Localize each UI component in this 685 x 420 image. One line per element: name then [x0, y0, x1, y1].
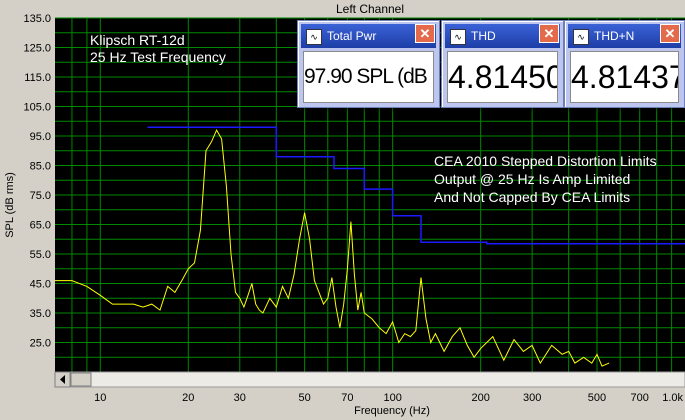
annotation-line: 25 Hz Test Frequency — [90, 49, 226, 65]
y-tick-label: 125.0 — [23, 43, 51, 55]
x-tick-label: 700 — [631, 392, 649, 404]
y-tick-label: 45.0 — [30, 279, 51, 291]
y-tick-label: 135.0 — [23, 13, 51, 25]
scrollbar[interactable] — [54, 371, 685, 388]
annotation-line: Klipsch RT-12d — [90, 32, 185, 48]
close-button[interactable]: ✕ — [539, 24, 559, 43]
x-tick-label: 500 — [588, 392, 606, 404]
y-tick-label: 25.0 — [30, 338, 51, 350]
cea-limit-line — [147, 126, 685, 245]
annotation-right: CEA 2010 Stepped Distortion Limits Output… — [434, 153, 657, 205]
x-tick-label: 20 — [182, 392, 194, 404]
scroll-thumb[interactable] — [70, 372, 92, 387]
annotation-line: And Not Capped By CEA Limits — [434, 189, 630, 205]
x-tick-label: 300 — [523, 392, 541, 404]
close-button[interactable]: ✕ — [415, 24, 435, 43]
y-tick-label: 95.0 — [30, 131, 51, 143]
x-tick-label: 50 — [299, 392, 311, 404]
y-tick-label: 75.0 — [30, 190, 51, 202]
y-tick-label: 55.0 — [30, 249, 51, 261]
annotation-line: CEA 2010 Stepped Distortion Limits — [434, 153, 657, 169]
meter-title: THD+N — [594, 29, 635, 43]
x-tick-label: 10 — [94, 392, 106, 404]
thd-n-meter[interactable]: ∿ THD+N ✕ 4.81437 % — [564, 20, 685, 108]
window-title: Left Channel — [336, 2, 404, 16]
total-power-meter[interactable]: ∿ Total Pwr ✕ 97.90 SPL (dB rms) — [297, 20, 440, 108]
x-tick-label: 1.0k — [662, 392, 683, 404]
y-tick-label: 105.0 — [23, 102, 51, 114]
meter-value: 4.81450 % — [447, 51, 558, 103]
meter-titlebar[interactable]: ∿ Total Pwr — [301, 24, 436, 48]
meter-title: Total Pwr — [327, 29, 377, 43]
x-tick-labels: 10 20 30 50 70 100 200 300 500 700 1.0k — [94, 392, 683, 404]
y-tick-labels: 135.0 125.0 115.0 105.0 95.0 85.0 75.0 65.0 55.0… — [23, 13, 51, 350]
y-tick-label: 115.0 — [24, 72, 51, 84]
meter-value: 97.90 SPL (dB rms) — [303, 51, 434, 103]
thd-meter[interactable]: ∿ THD ✕ 4.81450 % — [441, 20, 564, 108]
x-axis-label: Frequency (Hz) — [354, 405, 430, 417]
close-button[interactable]: ✕ — [660, 24, 680, 43]
y-tick-label: 85.0 — [30, 161, 51, 173]
x-tick-label: 30 — [234, 392, 246, 404]
annotation-line: Output @ 25 Hz Is Amp Limited — [434, 171, 630, 187]
meter-value: 4.81437 % — [570, 51, 679, 103]
y-axis-label: SPL (dB rms) — [4, 172, 16, 238]
waveform-icon: ∿ — [450, 29, 466, 45]
scroll-left-arrow-icon — [60, 375, 65, 384]
y-tick-label: 65.0 — [30, 220, 51, 232]
x-tick-label: 70 — [341, 392, 353, 404]
waveform-icon: ∿ — [573, 29, 589, 45]
y-tick-label: 35.0 — [30, 308, 51, 320]
spectrum-line — [55, 128, 610, 367]
meter-title: THD — [471, 29, 496, 43]
x-tick-label: 200 — [471, 392, 489, 404]
waveform-icon: ∿ — [306, 29, 322, 45]
x-tick-label: 100 — [383, 392, 401, 404]
series-layer — [55, 126, 685, 367]
